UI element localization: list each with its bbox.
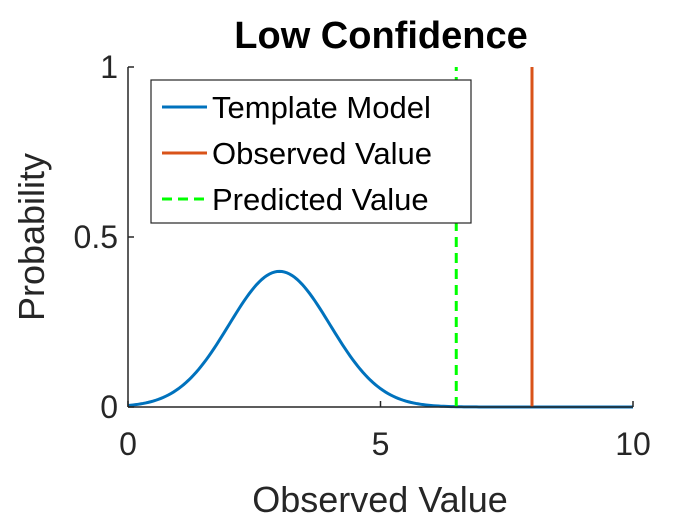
y-tick-label: 1 [100,49,118,85]
x-tick-label: 0 [119,426,137,462]
legend: Template Model Observed Value Predicted Va… [150,79,472,224]
series-template-model-curve [127,269,633,409]
axes: 0 5 10 0 0.5 1 [74,49,651,462]
y-tick-label: 0 [100,389,118,425]
legend-predicted-value-label: Predicted Value [212,182,429,217]
y-axis-label: Probability [11,153,52,321]
x-tick-label: 5 [372,426,390,462]
x-axis-label: Observed Value [252,479,507,520]
x-tick-label: 10 [615,426,651,462]
chart-title: Low Confidence [234,15,527,57]
legend-observed-value-label: Observed Value [212,136,432,171]
y-tick-label: 0.5 [74,219,118,255]
legend-template-model-label: Template Model [212,90,431,125]
